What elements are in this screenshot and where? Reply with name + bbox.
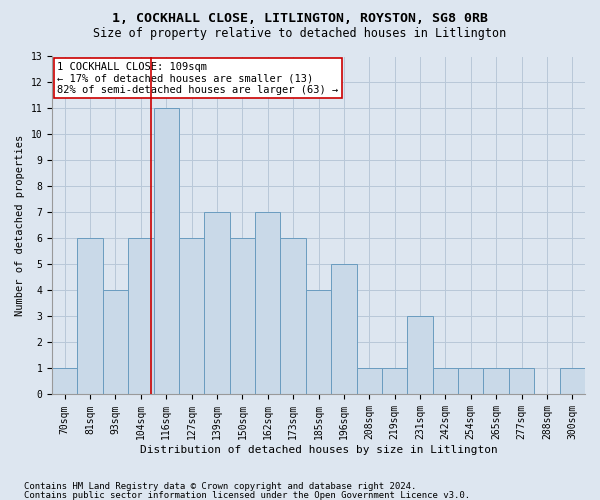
Bar	[230, 238, 255, 394]
Text: 1, COCKHALL CLOSE, LITLINGTON, ROYSTON, SG8 0RB: 1, COCKHALL CLOSE, LITLINGTON, ROYSTON, …	[112, 12, 488, 26]
Bar	[382, 368, 407, 394]
Bar	[509, 368, 534, 394]
Text: Contains HM Land Registry data © Crown copyright and database right 2024.: Contains HM Land Registry data © Crown c…	[24, 482, 416, 491]
Bar	[356, 368, 382, 394]
X-axis label: Distribution of detached houses by size in Litlington: Distribution of detached houses by size …	[140, 445, 497, 455]
Bar	[255, 212, 280, 394]
Bar	[458, 368, 484, 394]
Bar	[560, 368, 585, 394]
Bar	[306, 290, 331, 395]
Text: 1 COCKHALL CLOSE: 109sqm
← 17% of detached houses are smaller (13)
82% of semi-d: 1 COCKHALL CLOSE: 109sqm ← 17% of detach…	[58, 62, 338, 95]
Bar	[433, 368, 458, 394]
Bar	[331, 264, 356, 394]
Text: Size of property relative to detached houses in Litlington: Size of property relative to detached ho…	[94, 28, 506, 40]
Y-axis label: Number of detached properties: Number of detached properties	[15, 135, 25, 316]
Bar	[484, 368, 509, 394]
Bar	[407, 316, 433, 394]
Bar	[179, 238, 205, 394]
Bar	[77, 238, 103, 394]
Bar	[52, 368, 77, 394]
Bar	[280, 238, 306, 394]
Bar	[154, 108, 179, 395]
Bar	[205, 212, 230, 394]
Bar	[103, 290, 128, 395]
Bar	[128, 238, 154, 394]
Text: Contains public sector information licensed under the Open Government Licence v3: Contains public sector information licen…	[24, 491, 470, 500]
